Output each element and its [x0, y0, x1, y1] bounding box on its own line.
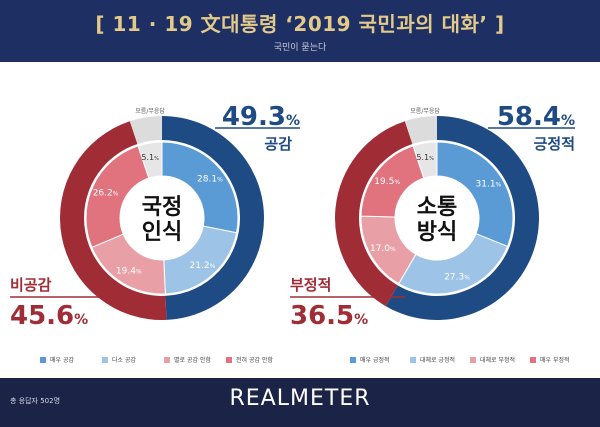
legend-swatch — [102, 357, 108, 363]
page-subtitle: 국민이 묻는다 — [273, 43, 327, 53]
negative-total-value: 45.6% — [10, 301, 88, 331]
slice-value-label: 31.1% — [476, 179, 502, 189]
header-banner: [ 11 · 19 文대통령 ‘2019 국민과의 대화’ ] 국민이 묻는다 — [0, 0, 600, 62]
dont-know-label: 모름/무응답 — [410, 108, 440, 115]
slice-value-label: 19.5% — [374, 177, 400, 187]
respondent-count: 총 응답자 502명 — [10, 397, 61, 405]
slice-value-label: 19.4% — [116, 266, 142, 276]
legend-swatch — [350, 357, 356, 363]
outer-segment-긍정적 — [385, 116, 539, 320]
center-label-line: 인식 — [142, 220, 182, 245]
outer-segment-공감 — [162, 116, 265, 320]
legend-swatch — [470, 357, 476, 363]
center-label-line: 국정 — [142, 195, 182, 220]
legend-item: 매우 부정적 — [530, 355, 570, 364]
slice-value-label: 26.2% — [93, 188, 119, 198]
legend-label: 대체로 긍정적 — [420, 357, 456, 364]
legend-swatch — [410, 357, 416, 363]
pie-slice-매우 공감 — [161, 141, 239, 234]
positive-total-value: 58.4% — [497, 102, 575, 132]
center-label-line: 소통 — [417, 195, 457, 220]
legend-item: 전혀 공감 안함 — [226, 355, 273, 364]
legend-swatch — [164, 357, 170, 363]
legend-item: 매우 긍정적 — [350, 355, 390, 364]
legend-label: 매우 공감 — [50, 357, 74, 364]
donut-center — [122, 178, 202, 258]
slice-value-label: 5.1% — [141, 153, 159, 162]
slice-value-label: 28.1% — [197, 175, 223, 185]
legend-item: 매우 공감 — [40, 355, 74, 364]
legend-label: 매우 긍정적 — [360, 357, 390, 364]
positive-total-label: 긍정적 — [534, 135, 575, 153]
outer-segment-비공감 — [59, 121, 167, 320]
negative-total-label: 비공감 — [10, 276, 52, 294]
slice-value-label: 17.0% — [370, 244, 396, 254]
outer-segment-모름/무응답 — [129, 116, 162, 144]
center-label-line: 방식 — [417, 220, 457, 245]
outer-segment-부정적 — [334, 121, 413, 307]
legend-item: 별로 공감 안함 — [164, 355, 211, 364]
positive-total-value: 49.3% — [222, 102, 300, 132]
legend-label: 다소 공감 — [112, 357, 136, 364]
slice-value-label: 21.2% — [190, 261, 216, 271]
outer-segment-모름/무응답 — [404, 116, 437, 144]
legend-swatch — [40, 357, 46, 363]
positive-total-label: 공감 — [264, 135, 292, 153]
legend-communication: 매우 긍정적 대체로 긍정적 대체로 부정적 매우 부정적 — [350, 355, 590, 367]
dont-know-label: 모름/무응답 — [135, 108, 165, 115]
legend-label: 전혀 공감 안함 — [236, 357, 273, 364]
pie-slice-매우 긍정적 — [436, 141, 514, 248]
legend-item: 대체로 긍정적 — [410, 355, 455, 364]
legend-item: 다소 공감 — [102, 355, 136, 364]
legend-swatch — [226, 357, 232, 363]
legend-national-affairs: 매우 공감 다소 공감 별로 공감 안함 전혀 공감 안함 — [40, 355, 290, 367]
page-title: [ 11 · 19 文대통령 ‘2019 국민과의 대화’ ] — [95, 12, 505, 36]
legend-label: 대체로 부정적 — [480, 357, 516, 364]
legend-item: 대체로 부정적 — [470, 355, 515, 364]
legend-label: 별로 공감 안함 — [174, 357, 211, 364]
pie-slice-모름/무응답 — [137, 141, 163, 179]
slice-value-label: 5.1% — [416, 153, 434, 162]
brand-logo: REALMETER — [229, 386, 371, 411]
slice-value-label: 27.3% — [444, 273, 470, 283]
pie-slice-전혀 공감 안함 — [85, 145, 150, 248]
legend-swatch — [530, 357, 536, 363]
negative-total-label: 부정적 — [290, 276, 331, 294]
pie-slice-모름/무응답 — [412, 141, 438, 179]
legend-label: 매우 부정적 — [540, 357, 570, 364]
footer-bar: 총 응답자 502명 REALMETER — [0, 378, 600, 427]
donut-center — [397, 178, 477, 258]
negative-total-value: 36.5% — [290, 301, 368, 331]
